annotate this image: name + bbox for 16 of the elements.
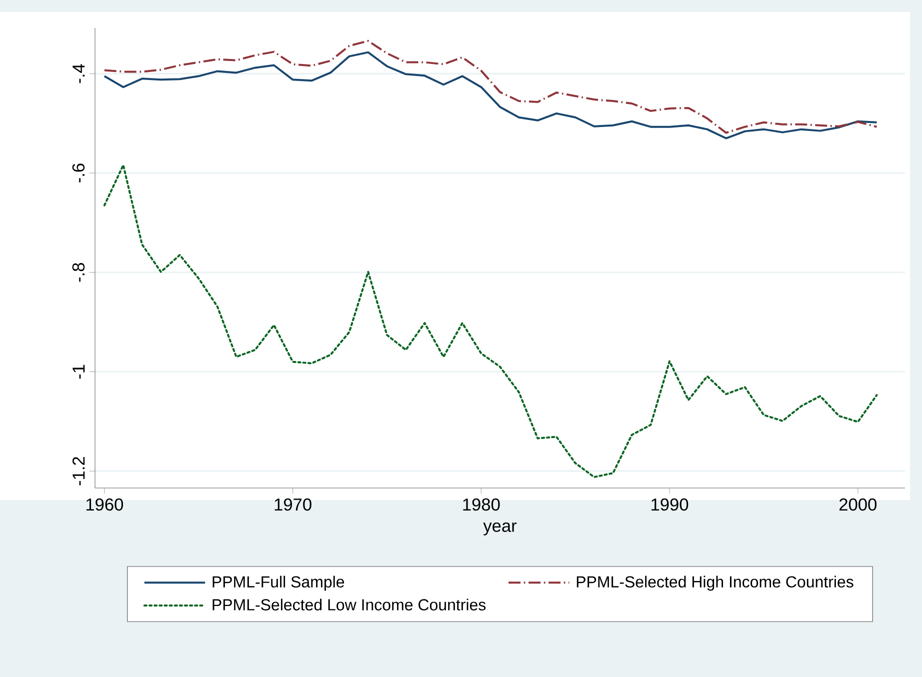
y-tick-label: -1 (72, 364, 85, 379)
x-tick-label: 2000 (840, 498, 877, 511)
x-tick-label: 1980 (463, 498, 500, 511)
legend-label: PPML-Full Sample (212, 576, 344, 591)
y-tick-label: -.6 (72, 164, 85, 182)
x-axis-title: year (483, 522, 517, 536)
x-tick-label: 1970 (274, 498, 312, 511)
legend-label: PPML-Selected Low Income Countries (212, 598, 486, 610)
y-tick-label: -.4 (72, 64, 85, 84)
y-tick-label: -.8 (72, 263, 85, 282)
y-tick-label: -1.2 (72, 457, 85, 486)
x-tick-label: 1990 (652, 498, 688, 511)
x-tick-label: 1960 (86, 498, 124, 511)
legend-label: PPML-Selected High Income Countries (576, 576, 854, 591)
line-series (103, 51, 878, 140)
line-series (103, 164, 878, 478)
